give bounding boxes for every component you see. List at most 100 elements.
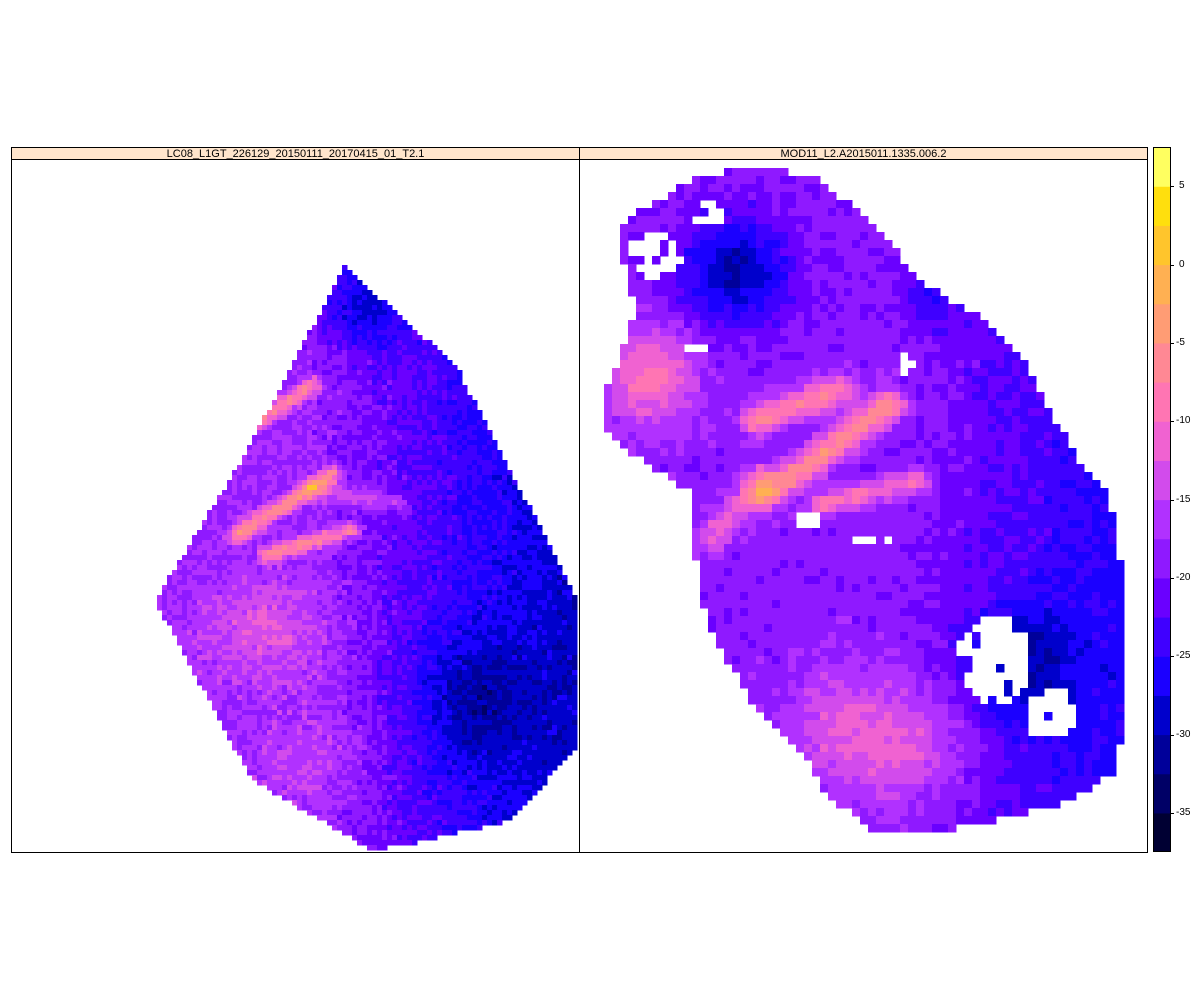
landsat-cell [217,655,223,661]
landsat-cell [282,390,288,396]
landsat-cell [297,435,303,441]
landsat-cell [352,605,358,611]
landsat-cell [382,410,388,416]
landsat-cell [402,410,408,416]
landsat-cell [357,390,363,396]
landsat-cell [297,610,303,616]
landsat-cell [267,655,273,661]
landsat-cell [387,520,393,526]
landsat-cell [512,655,518,661]
landsat-cell [302,670,308,676]
landsat-cell [217,530,223,536]
landsat-cell [382,445,388,451]
landsat-cell [312,660,318,666]
landsat-cell [317,585,323,591]
landsat-cell [247,685,253,691]
landsat-cell [397,350,403,356]
landsat-cell [357,295,363,301]
landsat-cell [317,405,323,411]
landsat-cell [457,540,463,546]
landsat-cell [277,550,283,556]
landsat-cell [217,700,223,706]
landsat-cell [452,575,458,581]
landsat-cell [567,655,573,661]
landsat-cell [247,480,253,486]
landsat-cell [257,510,263,516]
landsat-cell [452,420,458,426]
landsat-cell [352,630,358,636]
landsat-cell [527,615,533,621]
landsat-cell [262,420,268,426]
landsat-cell [327,435,333,441]
landsat-cell [442,410,448,416]
landsat-cell [182,560,188,566]
landsat-cell [312,370,318,376]
landsat-cell [192,575,198,581]
landsat-cell [417,585,423,591]
landsat-cell [487,490,493,496]
landsat-cell [357,280,363,286]
landsat-cell [267,605,273,611]
landsat-cell [452,590,458,596]
landsat-cell [367,510,373,516]
landsat-cell [227,695,233,701]
landsat-cell [357,520,363,526]
landsat-cell [352,430,358,436]
landsat-cell [507,690,513,696]
landsat-cell [527,515,533,521]
landsat-cell [472,720,478,726]
landsat-cell [557,690,563,696]
landsat-cell [207,590,213,596]
landsat-cell [397,455,403,461]
landsat-cell [372,410,378,416]
landsat-cell [377,705,383,711]
landsat-cell [282,720,288,726]
landsat-cell [317,365,323,371]
landsat-cell [282,395,288,401]
landsat-cell [502,660,508,666]
landsat-cell [482,515,488,521]
landsat-cell [252,590,258,596]
landsat-cell [232,565,238,571]
landsat-cell [302,435,308,441]
landsat-cell [227,665,233,671]
landsat-cell [397,315,403,321]
landsat-cell [322,435,328,441]
landsat-cell [432,615,438,621]
landsat-cell [242,700,248,706]
landsat-cell [357,370,363,376]
landsat-cell [392,430,398,436]
landsat-cell [432,370,438,376]
landsat-cell [362,455,368,461]
landsat-cell [247,595,253,601]
landsat-cell [432,475,438,481]
landsat-cell [537,535,543,541]
landsat-cell [167,600,173,606]
landsat-cell [452,545,458,551]
landsat-cell [312,385,318,391]
landsat-cell [407,365,413,371]
landsat-cell [257,590,263,596]
landsat-cell [457,625,463,631]
landsat-cell [412,705,418,711]
landsat-cell [572,600,578,606]
landsat-cell [427,690,433,696]
landsat-cell [337,470,343,476]
landsat-cell [347,405,353,411]
landsat-cell [537,630,543,636]
landsat-cell [387,595,393,601]
landsat-cell [362,600,368,606]
landsat-cell [412,680,418,686]
landsat-cell [327,595,333,601]
landsat-cell [337,295,343,301]
landsat-cell [417,570,423,576]
landsat-cell [457,670,463,676]
landsat-cell [367,555,373,561]
landsat-cell [397,345,403,351]
landsat-cell [352,345,358,351]
landsat-cell [437,415,443,421]
landsat-cell [257,575,263,581]
landsat-cell [352,570,358,576]
landsat-cell [467,555,473,561]
landsat-cell [417,485,423,491]
